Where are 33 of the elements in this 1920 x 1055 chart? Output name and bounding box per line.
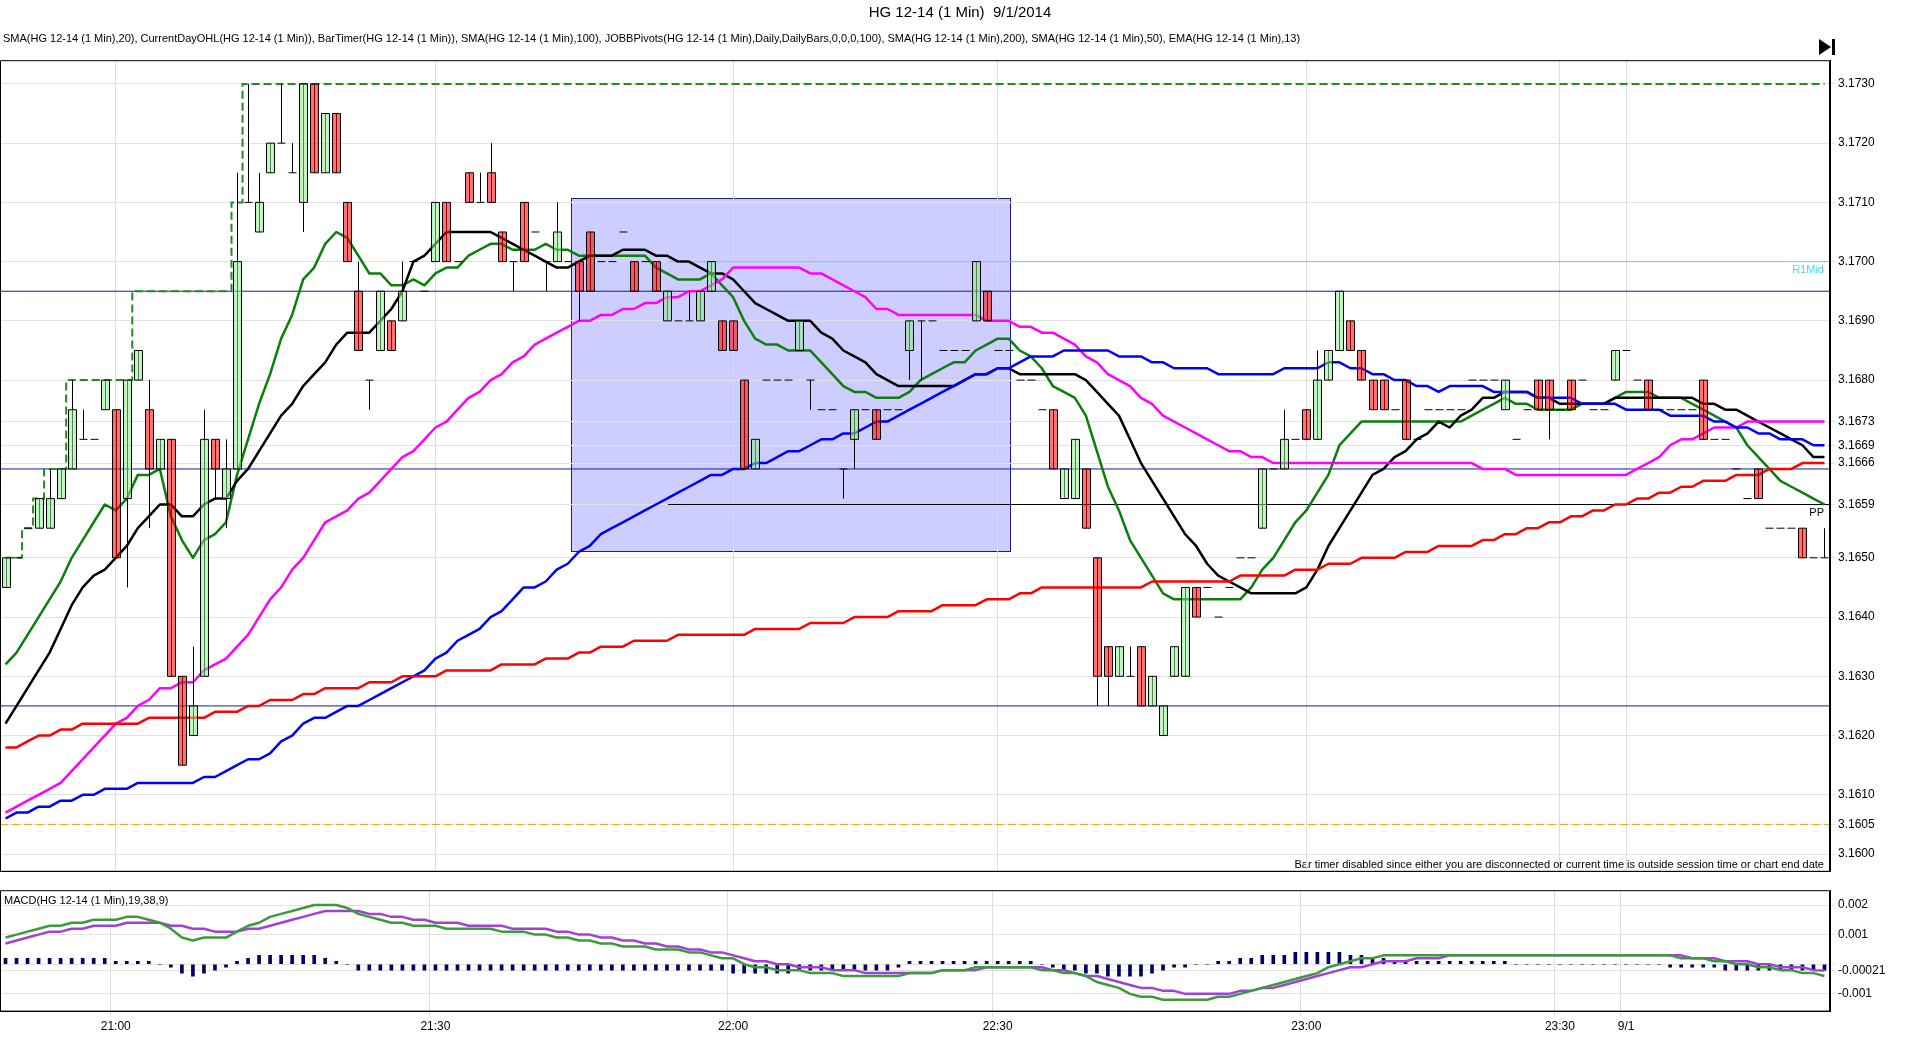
text: SMA(HG 12-14 (1 Min),20), CurrentDayOHL(HG 12-14 (1 Min)), BarTimer(HG 12-14 (1 Min)), SMA(HG 12-14 (1 Min),100), JOBBPivots(HG 12-14 (1 Min),Daily,DailyBars,0,0,0,100), SMA(HG 12-14 (1 Min),200), SMA(HG 12-14 (1 Min),50), EMA(HG 12-14 (1 Min),13) [3, 32, 1301, 44]
x-tick-label: 21:00 [100, 1019, 132, 1034]
x-tick-label: 23:00 [1291, 1019, 1322, 1034]
ref-line-label: PP [1809, 506, 1824, 519]
y-tick-label: 3.1673 [1838, 413, 1876, 428]
y-tick-label: -0.00021 [1838, 962, 1886, 977]
y-tick-label: 3.1669 [1838, 437, 1876, 452]
y-tick-label: 3.1610 [1838, 787, 1876, 802]
y-tick-label: 3.1680 [1838, 372, 1876, 387]
y-tick-label: 3.1650 [1838, 550, 1876, 565]
y-tick-label: 3.1710 [1838, 194, 1876, 209]
y-tick-label: 3.1666 [1838, 455, 1876, 470]
x-tick-label: 22:30 [982, 1019, 1014, 1034]
ref-line-label: R1Mid [1792, 263, 1824, 276]
x-tick-label: 22:00 [718, 1019, 749, 1034]
y-tick-label: 3.1700 [1838, 253, 1876, 268]
y-tick-label: -0.001 [1838, 986, 1873, 1001]
y-tick-label: 3.1620 [1838, 727, 1876, 742]
chart-title: HG 12-14 (1 Min) 9/1/2014 [867, 3, 1053, 20]
y-tick-label: 3.1720 [1838, 135, 1876, 150]
x-tick-label: 21:30 [420, 1019, 451, 1034]
y-tick-label: 3.1730 [1838, 76, 1876, 91]
x-tick-label: 23:30 [1544, 1019, 1576, 1034]
y-tick-label: 3.1605 [1838, 816, 1876, 831]
y-tick-label: 3.1630 [1838, 668, 1876, 683]
y-tick-label: 3.1600 [1838, 846, 1876, 861]
y-tick-label: 0.001 [1838, 926, 1869, 941]
x-tick-label: 9/1 [1617, 1019, 1635, 1034]
y-tick-label: 3.1690 [1838, 313, 1876, 328]
y-tick-label: 3.1659 [1838, 496, 1876, 511]
y-tick-label: 0.002 [1838, 897, 1869, 912]
y-tick-label: 3.1640 [1838, 609, 1876, 624]
chart-title: MACD(HG 12-14 (1 Min),19,38,9) [4, 894, 169, 906]
